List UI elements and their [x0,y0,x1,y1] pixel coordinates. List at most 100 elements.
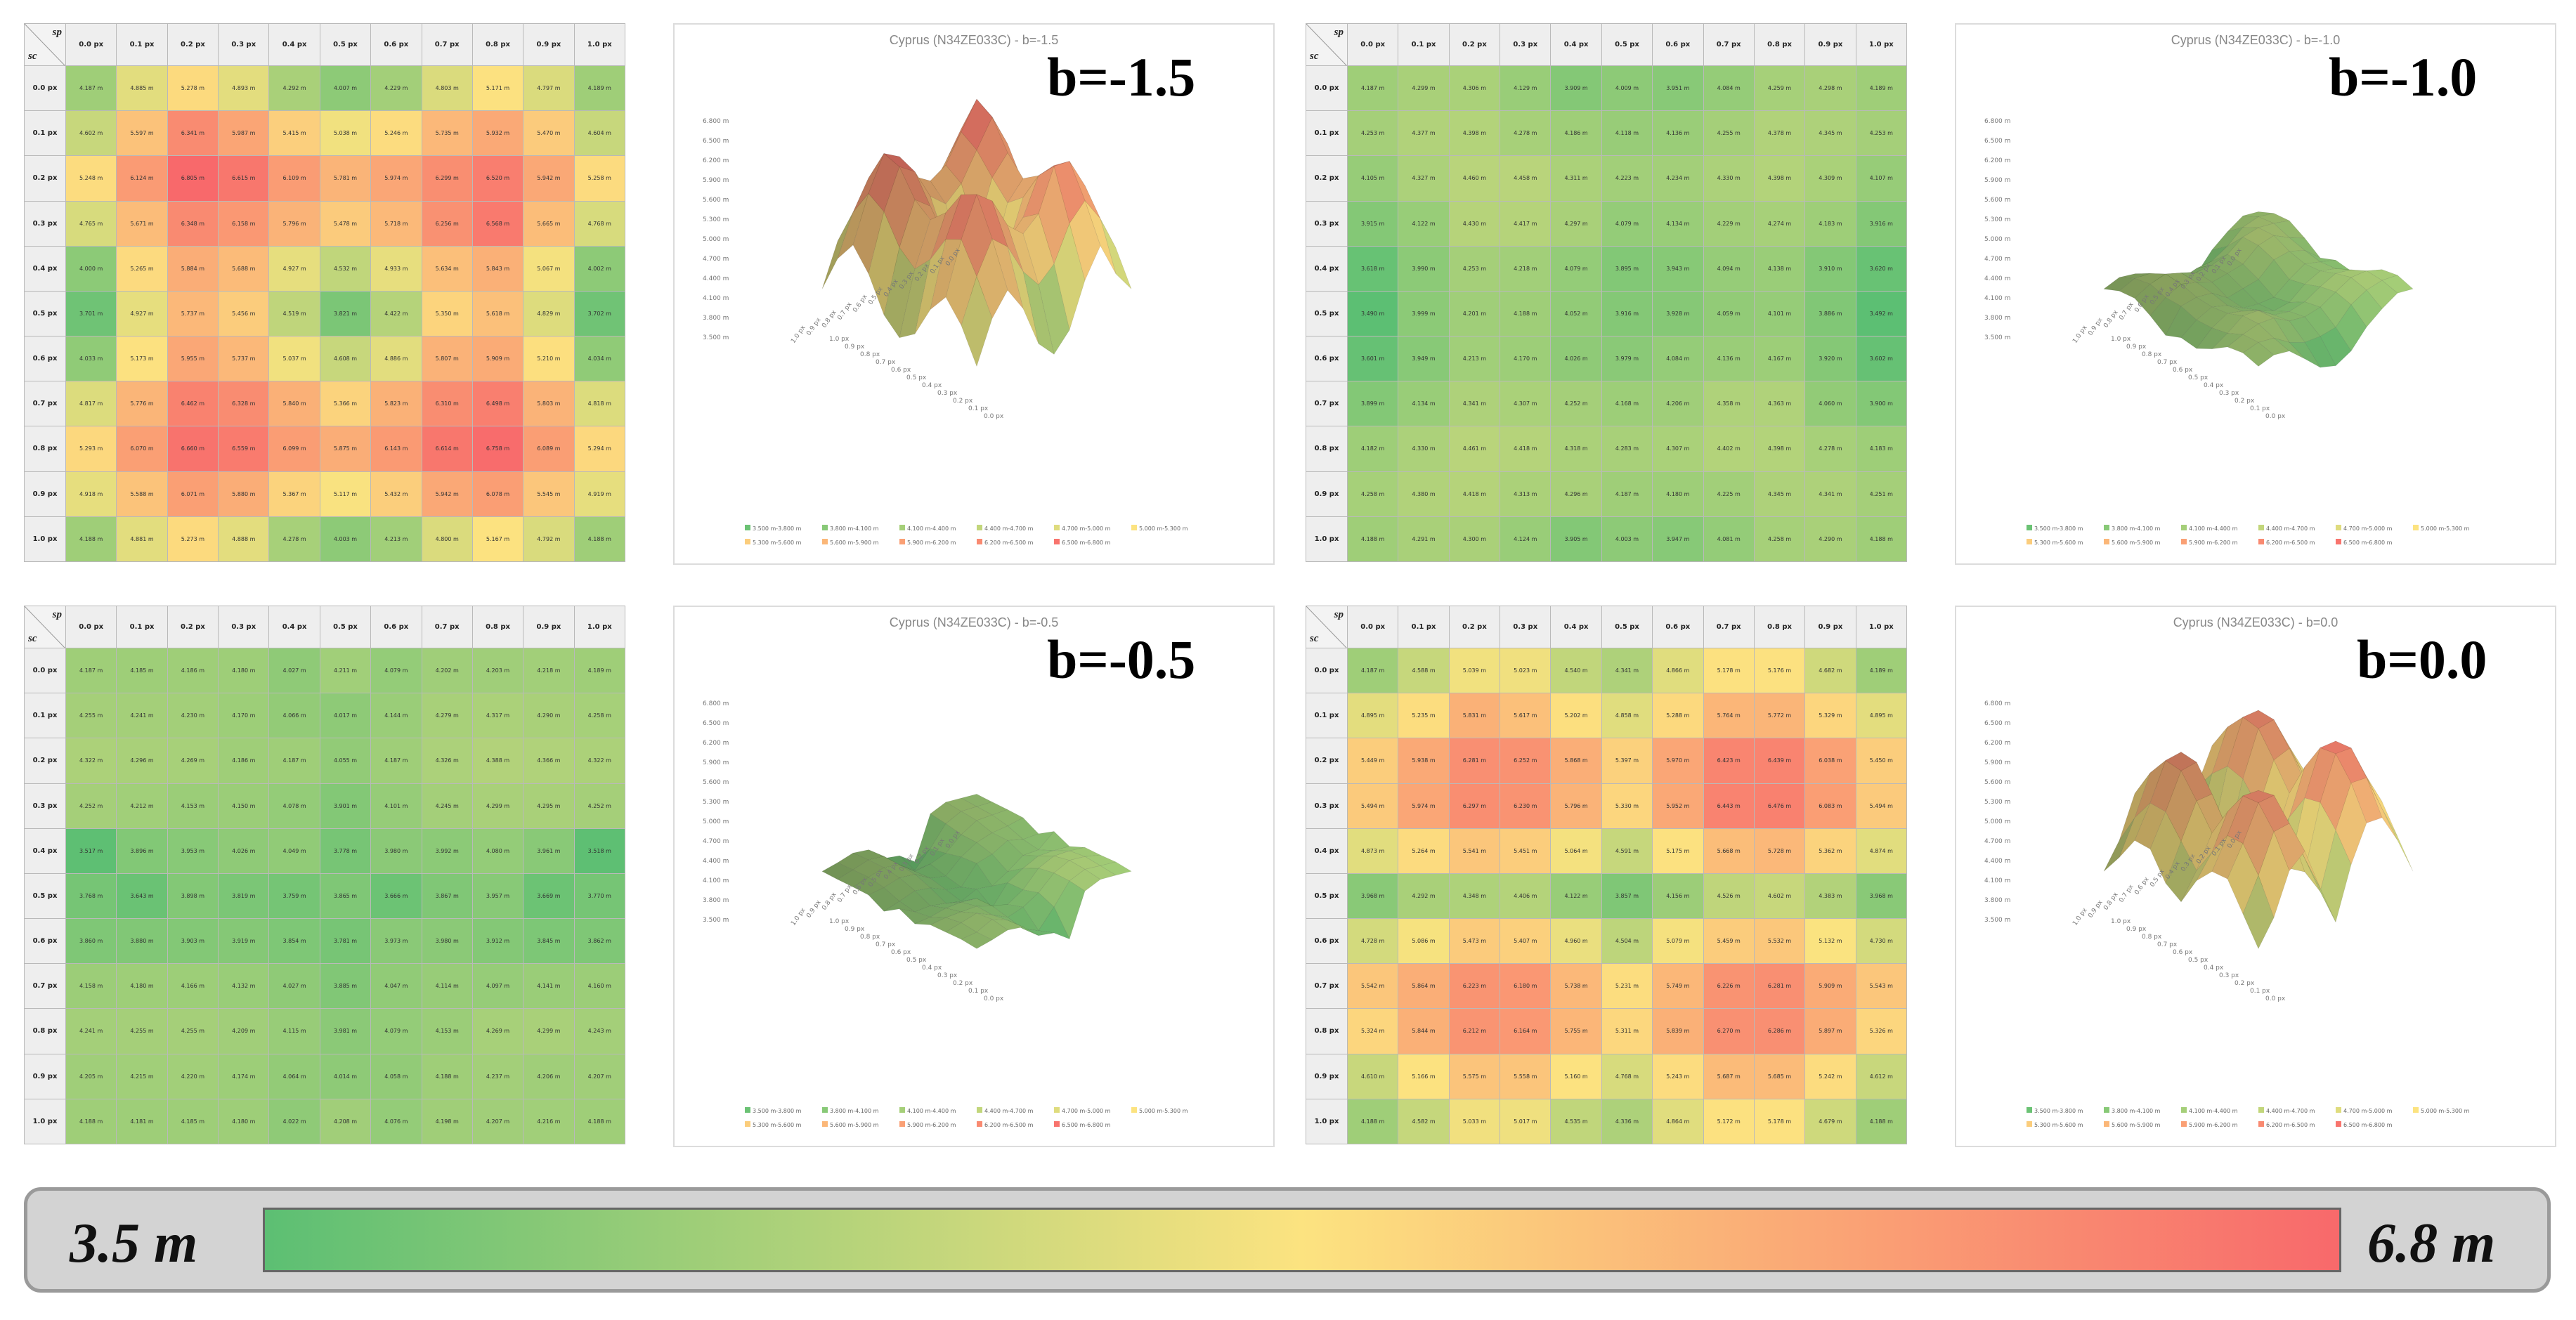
heatmap-cell: 6.158 m [218,200,270,247]
row-header: 0.1 px [24,110,66,157]
y-axis-tick-label: 0.9 px [805,316,823,336]
table-corner-header: sp sc [1306,606,1348,648]
heatmap-cell: 5.541 m [1448,828,1501,874]
heatmap-cell: 4.141 m [523,963,575,1009]
heatmap-cell: 5.807 m [421,336,473,382]
heatmap-cell: 6.164 m [1500,1008,1552,1054]
heatmap-cell: 4.259 m [1753,65,1806,112]
column-header: 0.0 px [65,23,117,66]
row-header: 0.9 px [24,1053,66,1099]
x-axis-tick-label: 0.2 px [953,398,973,405]
table-row: 0.4 px 3.517 m 3.896 m 3.953 m 4.026 m 4.049 … [24,828,626,874]
heatmap-cell: 4.278 m [1500,110,1552,157]
x-axis-tick-label: 0.4 px [922,965,942,972]
heatmap-cell: 5.160 m [1550,1053,1602,1099]
column-header: 0.5 px [319,606,372,648]
heatmap-cell: 5.597 m [116,110,168,157]
heatmap-cell: 4.380 m [1398,471,1450,517]
column-header: 0.4 px [1550,23,1602,66]
row-header: 0.0 px [1306,647,1348,694]
row-header: 0.5 px [1306,290,1348,337]
column-header: 0.9 px [1804,23,1856,66]
heatmap-cell: 4.296 m [1550,471,1602,517]
z-axis-tick-label: 4.400 m [703,858,729,865]
row-header: 0.0 px [24,647,66,694]
heatmap-cell: 4.201 m [1448,290,1501,337]
heatmap-cell: 4.205 m [65,1053,117,1099]
column-header: 0.5 px [1601,23,1653,66]
heatmap-cell: 6.341 m [167,110,219,157]
heatmap-cell: 3.768 m [65,873,117,920]
heatmap-cell: 5.494 m [1855,783,1908,829]
row-header: 0.7 px [1306,963,1348,1009]
heatmap-cell: 6.099 m [268,426,320,472]
column-header: 0.6 px [370,23,422,66]
row-header: 0.9 px [24,471,66,517]
heatmap-cell: 4.252 m [1550,381,1602,427]
heatmap-cell: 4.818 m [573,381,626,427]
heatmap-cell: 4.253 m [1855,110,1908,157]
legend-swatch [977,539,982,544]
legend-item-label: 5.000 m-5.300 m [1139,525,1188,532]
heatmap-cell: 4.002 m [573,245,626,292]
heatmap-cell: 3.901 m [319,783,372,829]
heatmap-cell: 5.688 m [218,245,270,292]
b-value-label: b=0.0 [2357,629,2487,690]
heatmap-cell: 4.101 m [1753,290,1806,337]
heatmap-cell: 6.443 m [1703,783,1755,829]
heatmap-cell: 4.318 m [1550,426,1602,472]
heatmap-cell: 3.857 m [1601,873,1653,920]
heatmap-cell: 4.803 m [421,65,473,112]
heatmap-cell: 3.643 m [116,873,168,920]
heatmap-cell: 4.430 m [1448,200,1501,247]
z-axis-tick-label: 3.500 m [1984,917,2010,924]
heatmap-cell: 5.324 m [1346,1008,1399,1054]
heatmap-cell: 3.961 m [523,828,575,874]
table-row: 0.7 px 3.899 m 4.134 m 4.341 m 4.307 m 4.252 … [1306,381,1908,427]
z-axis-tick-label: 4.100 m [1984,295,2010,302]
heatmap-cell: 6.143 m [370,426,422,472]
heatmap-cell: 4.188 m [1346,516,1399,563]
heatmap-cell: 4.188 m [573,1098,626,1145]
column-header: 0.7 px [1703,23,1755,66]
row-header: 0.4 px [1306,245,1348,292]
heatmap-cell: 3.981 m [319,1008,372,1054]
heatmap-table: sp sc 0.0 px 0.1 px 0.2 px 0.3 px 0.4 px 0.5 px… [1306,606,1908,1145]
surface-plot: 6.800 m 6.500 m 6.200 m 5.900 m 5.600 m 5.300… [703,98,1188,546]
heatmap-cell: 4.582 m [1398,1098,1450,1145]
heatmap-cell: 3.951 m [1652,65,1704,112]
heatmap-cell: 3.770 m [573,873,626,920]
column-header: 0.4 px [268,606,320,648]
heatmap-cell: 5.932 m [471,110,524,157]
heatmap-cell: 4.105 m [1346,155,1399,202]
table-row: 0.4 px 4.000 m 5.265 m 5.884 m 5.688 m 4.927 … [24,245,626,292]
legend-item-label: 6.500 m-6.800 m [2343,540,2393,546]
heatmap-cell: 4.269 m [471,1008,524,1054]
heatmap-cell: 6.212 m [1448,1008,1501,1054]
column-header: 0.4 px [1550,606,1602,648]
column-header: 1.0 px [1855,23,1908,66]
heatmap-cell: 4.084 m [1652,336,1704,382]
legend-item-label: 4.400 m-4.700 m [984,525,1034,532]
column-header: 0.6 px [370,606,422,648]
row-header: 0.0 px [24,65,66,112]
table-row: 0.0 px 4.187 m 4.588 m 5.039 m 5.023 m 4.540 … [1306,647,1908,694]
table-row: 0.5 px 3.768 m 3.643 m 3.898 m 3.819 m 3.759 … [24,873,626,920]
column-header: 0.2 px [1448,606,1501,648]
heatmap-cell: 4.079 m [370,647,422,694]
x-axis-tick-label: 0.0 px [2265,995,2286,1002]
heatmap-cell: 5.033 m [1448,1098,1501,1145]
legend-swatch [2104,1121,2109,1127]
x-axis-tick-label: 0.4 px [922,382,942,389]
heatmap-cell: 6.498 m [471,381,524,427]
heatmap-cell: 5.843 m [471,245,524,292]
heatmap-cell: 4.167 m [1753,336,1806,382]
heatmap-cell: 5.987 m [218,110,270,157]
heatmap-cell: 4.363 m [1753,381,1806,427]
column-header: 0.9 px [1804,606,1856,648]
row-header: 0.7 px [24,963,66,1009]
heatmap-cell: 3.880 m [116,918,168,965]
heatmap-cell: 4.402 m [1703,426,1755,472]
heatmap-cell: 4.189 m [573,65,626,112]
z-axis-tick-label: 5.600 m [703,779,729,786]
